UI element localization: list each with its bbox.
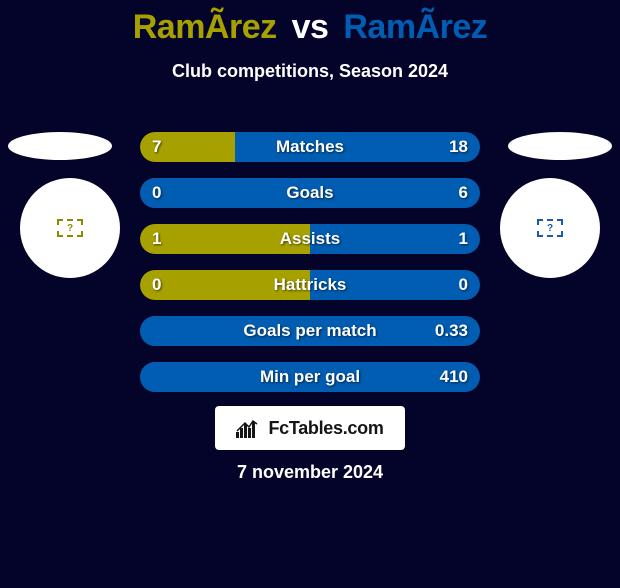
comparison-title: RamÃ­rez vs RamÃ­rez: [0, 8, 620, 47]
player1-placeholder-icon: ?: [57, 219, 83, 237]
decoration-ellipse-left: [8, 132, 112, 160]
fctables-logo-icon: [236, 418, 262, 438]
stats-container: 7Matches180Goals61Assists10Hattricks0Goa…: [140, 132, 480, 408]
stat-label: Matches: [140, 132, 480, 162]
date-text: 7 november 2024: [0, 462, 620, 483]
stat-value-right: 0: [459, 270, 468, 300]
subtitle: Club competitions, Season 2024: [0, 61, 620, 82]
player2-name: RamÃ­rez: [343, 8, 487, 46]
player1-name: RamÃ­rez: [133, 8, 277, 46]
stat-label: Min per goal: [140, 362, 480, 392]
stat-label: Goals per match: [140, 316, 480, 346]
brand-text: FcTables.com: [268, 418, 383, 439]
stat-label: Hattricks: [140, 270, 480, 300]
stat-row: Min per goal410: [140, 362, 480, 392]
player1-badge-circle: ?: [20, 178, 120, 278]
stat-value-right: 18: [449, 132, 468, 162]
stat-label: Assists: [140, 224, 480, 254]
vs-text: vs: [292, 8, 329, 46]
stat-row: 0Goals6: [140, 178, 480, 208]
player2-placeholder-icon: ?: [537, 219, 563, 237]
stat-row: 7Matches18: [140, 132, 480, 162]
stat-value-right: 1: [459, 224, 468, 254]
brand-box: FcTables.com: [215, 406, 405, 450]
stat-row: Goals per match0.33: [140, 316, 480, 346]
stat-label: Goals: [140, 178, 480, 208]
decoration-ellipse-right: [508, 132, 612, 160]
stat-row: 0Hattricks0: [140, 270, 480, 300]
stat-value-right: 410: [440, 362, 468, 392]
player2-badge-circle: ?: [500, 178, 600, 278]
stat-row: 1Assists1: [140, 224, 480, 254]
stat-value-right: 0.33: [435, 316, 468, 346]
stat-value-right: 6: [459, 178, 468, 208]
